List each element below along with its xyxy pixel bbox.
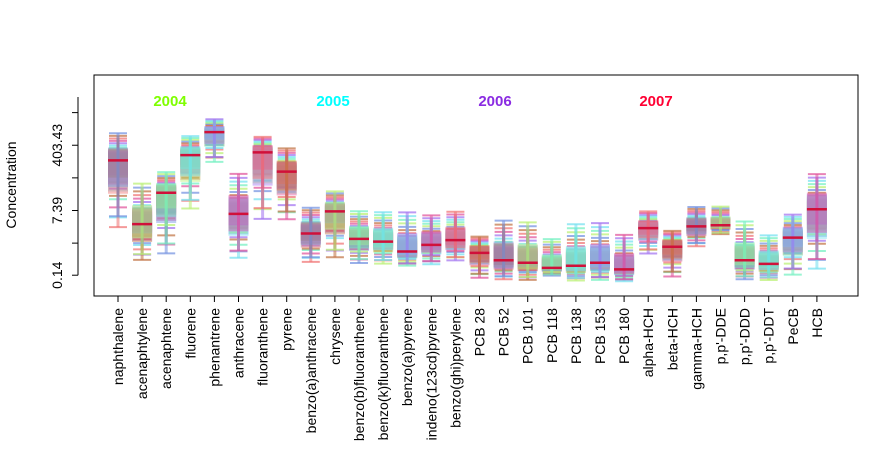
box-body: [276, 160, 297, 191]
box-10: [349, 210, 369, 264]
box-9: [324, 190, 345, 259]
x-tick-label: p,p'-DDT: [761, 308, 777, 364]
box-body: [421, 230, 442, 253]
box-body: [614, 253, 635, 275]
box-12: [397, 211, 418, 267]
boxes-layer: [108, 118, 827, 283]
box-20: [590, 222, 610, 281]
box-26: [734, 220, 755, 281]
box-body: [132, 204, 153, 239]
legend: 2004 2005 2006 2007: [153, 93, 672, 110]
x-tick-label: HCB: [809, 308, 825, 338]
box-8: [300, 206, 321, 263]
box-11: [373, 211, 394, 265]
x-tick-label: fluorene: [182, 308, 198, 359]
box-body: [156, 182, 177, 217]
x-tick-label: phenantrene: [206, 308, 222, 387]
box-4: [204, 118, 225, 163]
x-tick-label: PCB 101: [520, 308, 536, 364]
box-body: [758, 250, 779, 271]
box-16: [493, 219, 514, 281]
box-2: [156, 171, 177, 255]
box-5: [228, 172, 249, 259]
legend-year-2007: 2007: [639, 93, 672, 110]
box-13: [421, 214, 442, 266]
y-tick-label: 7.39: [49, 197, 65, 224]
box-1: [132, 182, 153, 261]
y-tick-label: 0.14: [49, 261, 65, 288]
box-body: [517, 243, 538, 270]
box-body: [710, 216, 731, 229]
box-22: [638, 210, 659, 255]
x-tick-label: benzo(a)pyrene: [399, 308, 415, 406]
x-tick-label: naphthalene: [110, 308, 126, 385]
box-body: [204, 126, 225, 144]
x-tick-label: PCB 138: [568, 308, 584, 364]
box-18: [541, 238, 562, 277]
x-tick-label: pyrene: [279, 308, 295, 351]
box-body: [590, 244, 610, 270]
box-14: [445, 210, 466, 262]
legend-year-2004: 2004: [153, 93, 187, 110]
x-tick-label: PCB 180: [616, 308, 632, 364]
x-tick-label: p,p'-DDD: [737, 308, 753, 365]
box-body: [373, 227, 394, 251]
box-body: [565, 246, 586, 272]
x-tick-label: benzo(b)fluoranthene: [351, 308, 367, 441]
x-tick-label: gamma-HCH: [688, 308, 704, 390]
box-29: [806, 173, 827, 270]
legend-year-2005: 2005: [316, 93, 349, 110]
x-tick-label: PeCB: [785, 308, 801, 345]
box-25: [710, 205, 731, 236]
x-tick-label: PCB 28: [472, 308, 488, 356]
box-7: [276, 147, 297, 221]
box-body: [493, 241, 514, 268]
x-tick-label: acenaphtylene: [134, 308, 150, 399]
box-body: [734, 241, 755, 268]
x-tick-label: benzo(a)anthracene: [303, 308, 319, 434]
x-tick-label: beta-HCH: [664, 308, 680, 370]
box-body: [180, 146, 201, 177]
x-tick-label: PCB 52: [496, 308, 512, 356]
box-15: [469, 235, 490, 279]
box-body: [662, 239, 683, 259]
box-body: [445, 226, 466, 249]
x-tick-label: fluoranthene: [255, 308, 271, 386]
box-body: [108, 147, 128, 187]
box-23: [662, 229, 683, 278]
legend-year-2006: 2006: [478, 93, 511, 110]
x-tick-label: p,p'-DDE: [713, 308, 729, 364]
box-body: [782, 226, 803, 253]
x-axis: naphthalene acenaphtylene acenaphtene fluor…: [110, 296, 825, 441]
y-tick-label: 403.43: [49, 124, 65, 167]
box-17: [517, 221, 538, 281]
box-6: [252, 135, 273, 220]
box-27: [758, 234, 779, 282]
x-tick-label: acenaphtene: [158, 308, 174, 389]
x-tick-label: PCB 118: [544, 308, 560, 363]
box-body: [324, 201, 345, 230]
box-body: [252, 145, 273, 179]
x-tick-label: alpha-HCH: [640, 308, 656, 377]
box-19: [565, 223, 586, 282]
y-axis-title: Concentration: [3, 141, 19, 228]
y-axis: 0.14 7.39 403.43: [49, 97, 79, 289]
x-tick-label: benzo(k)fluoranthene: [375, 308, 391, 441]
box-body: [397, 232, 418, 258]
box-28: [782, 213, 803, 276]
x-tick-label: PCB 153: [592, 308, 608, 364]
plot-frame: [93, 74, 859, 297]
box-body: [349, 225, 369, 249]
box-21: [614, 233, 635, 283]
x-tick-label: chrysene: [327, 308, 343, 365]
x-tick-label: anthracene: [231, 308, 247, 378]
box-0: [108, 132, 128, 229]
box-body: [806, 192, 827, 233]
x-tick-label: indeno(123cd)pyrene: [423, 308, 439, 441]
box-3: [180, 135, 201, 210]
x-tick-label: benzo(ghi)perylene: [447, 308, 463, 428]
box-24: [686, 205, 707, 248]
